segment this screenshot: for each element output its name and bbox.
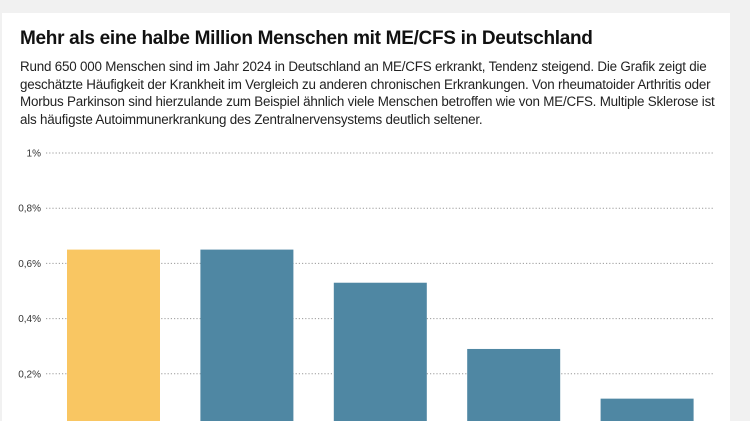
y-tick-label: 0,6% — [18, 259, 41, 270]
bars — [67, 249, 694, 421]
bar — [333, 282, 427, 421]
y-tick-label: 0,2% — [18, 369, 41, 380]
y-tick-label: 1% — [27, 149, 42, 160]
bar — [467, 348, 561, 421]
y-axis-labels: 0,2% 0,4% 0,6% 0,8% 1% — [18, 149, 41, 381]
chart-card: Mehr als eine halbe Million Menschen mit… — [2, 13, 730, 421]
chart-subtitle: Rund 650 000 Menschen sind im Jahr 2024 … — [20, 59, 715, 127]
y-tick-label: 0,4% — [18, 314, 41, 325]
bar-chart: 0,2% 0,4% 0,6% 0,8% 1% — [18, 149, 714, 421]
chart-title: Mehr als eine halbe Million Menschen mit… — [20, 28, 593, 49]
bar — [67, 249, 160, 421]
bar — [200, 249, 294, 421]
bar — [600, 398, 694, 421]
y-tick-label: 0,8% — [18, 204, 41, 215]
